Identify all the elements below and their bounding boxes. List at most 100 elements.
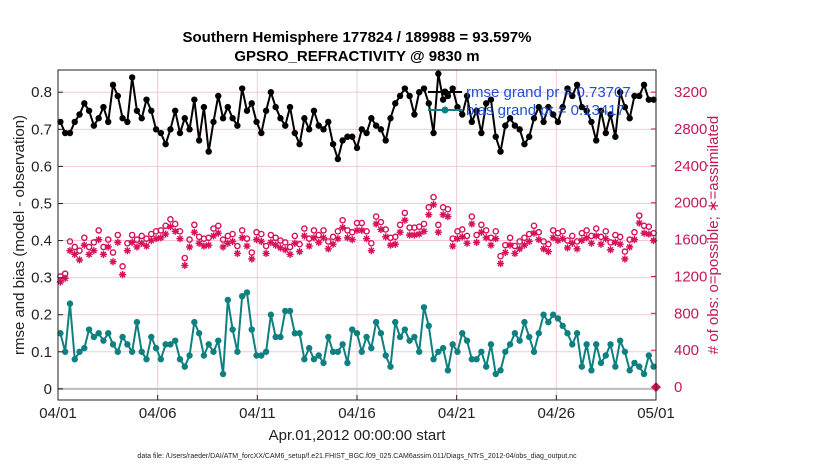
bias-point-106: [564, 330, 571, 337]
possible-point-34: [219, 236, 227, 243]
rmse-point-120: [631, 92, 638, 100]
bias-point-28: [191, 318, 198, 326]
assimilated-point-12: [114, 238, 122, 246]
y-tick-label-7: 0.7: [31, 121, 52, 138]
possible-point-55: [320, 227, 327, 234]
rmse-point-47: [282, 122, 289, 129]
bias-point-99: [530, 348, 538, 355]
assimilated-point-108: [573, 245, 581, 253]
bias-point-55: [320, 359, 327, 367]
possible-point-59: [339, 216, 346, 224]
rmse-point-71: [396, 92, 404, 100]
y2-tick-label-1: 400: [674, 342, 699, 359]
assimilated-point-47: [281, 246, 289, 254]
possible-point-85: [463, 232, 471, 240]
possible-point-107: [568, 232, 576, 240]
rmse-point-109: [578, 103, 586, 111]
rmse-point-59: [339, 137, 346, 144]
assimilated-point-82: [449, 242, 457, 250]
y2-tick-label-0: 0: [674, 379, 682, 396]
rmse-point-4: [76, 111, 83, 118]
rmse-point-76: [420, 85, 428, 92]
y-tick-label-3: 0.3: [31, 270, 52, 287]
bias-point-124: [650, 363, 657, 370]
bias-point-102: [545, 318, 552, 326]
rmse-point-53: [310, 107, 318, 114]
possible-point-117: [616, 233, 624, 241]
assimilated-point-70: [391, 240, 399, 248]
possible-point-40: [248, 249, 256, 256]
rmse-point-15: [128, 74, 136, 81]
rmse-point-85: [463, 92, 471, 100]
assimilated-point-57: [329, 240, 337, 248]
rmse-point-41: [253, 118, 260, 126]
rmse-point-73: [406, 92, 413, 100]
possible-point-91: [492, 228, 500, 235]
bias-point-109: [578, 363, 586, 370]
bias-point-1: [61, 348, 69, 355]
rmse-point-52: [305, 126, 313, 133]
possible-point-88: [478, 221, 485, 229]
assimilated-point-54: [315, 238, 323, 246]
bias-point-67: [377, 330, 385, 337]
possible-point-72: [401, 209, 409, 217]
bias-point-56: [325, 333, 332, 341]
assimilated-point-83: [453, 235, 462, 243]
assimilated-point-22: [162, 230, 170, 238]
assimilated-point-73: [406, 231, 414, 239]
bias-point-11: [109, 341, 117, 348]
possible-point-49: [291, 232, 299, 240]
possible-point-81: [444, 205, 452, 213]
rmse-point-111: [588, 118, 595, 126]
x-tick-label-5: 04/26: [538, 405, 576, 422]
rmse-point-42: [258, 129, 265, 137]
rmse-point-18: [143, 96, 150, 103]
rmse-point-48: [286, 103, 294, 111]
bias-point-83: [454, 348, 461, 355]
legend-rmse-label: rmse grand pr = 0.73707: [466, 84, 631, 101]
assimilated-point-91: [492, 235, 500, 243]
rmse-point-84: [459, 111, 466, 118]
bias-point-118: [621, 348, 629, 355]
assimilated-point-61: [348, 236, 356, 244]
x-axis-label: Apr.01,2012 00:00:00 start: [269, 427, 447, 444]
assimilated-point-1: [61, 274, 69, 282]
chart-title-line-1: Southern Hemisphere 177824 / 189988 = 93…: [183, 29, 532, 46]
assimilated-point-63: [358, 226, 366, 234]
rmse-point-13: [119, 115, 126, 122]
possible-point-22: [162, 222, 169, 230]
rmse-point-10: [105, 118, 112, 126]
bias-point-54: [315, 352, 322, 359]
rmse-point-121: [636, 92, 643, 100]
possible-point-15: [128, 231, 136, 239]
possible-point-94: [506, 234, 514, 242]
y-tick-label-2: 0.2: [31, 307, 52, 324]
rmse-point-104: [554, 118, 562, 126]
rmse-point-96: [516, 126, 523, 133]
y-tick-label-5: 0.5: [31, 195, 52, 212]
rmse-point-108: [573, 81, 581, 89]
possible-point-51: [301, 225, 308, 232]
possible-point-112: [592, 225, 600, 232]
possible-point-10: [104, 236, 112, 243]
bias-point-95: [511, 330, 519, 337]
possible-point-50: [296, 240, 303, 248]
assimilated-point-37: [233, 249, 241, 258]
assimilated-point-29: [195, 239, 203, 247]
assimilated-point-65: [367, 247, 375, 255]
rmse-point-119: [626, 115, 633, 122]
assimilated-point-30: [200, 242, 208, 250]
rmse-point-2: [66, 129, 74, 137]
rmse-point-39: [243, 107, 251, 114]
rmse-point-94: [506, 115, 514, 122]
rmse-point-1: [61, 129, 69, 137]
rmse-point-21: [157, 129, 165, 137]
rmse-point-27: [186, 126, 193, 133]
legend: rmse grand pr = 0.73707 bias grand pr = …: [428, 84, 631, 119]
possible-point-79: [435, 221, 442, 229]
bias-point-2: [66, 300, 74, 307]
bias-point-45: [272, 333, 279, 341]
bias-point-41: [253, 352, 260, 359]
rmse-point-63: [358, 126, 365, 133]
rmse-point-37: [234, 122, 241, 129]
